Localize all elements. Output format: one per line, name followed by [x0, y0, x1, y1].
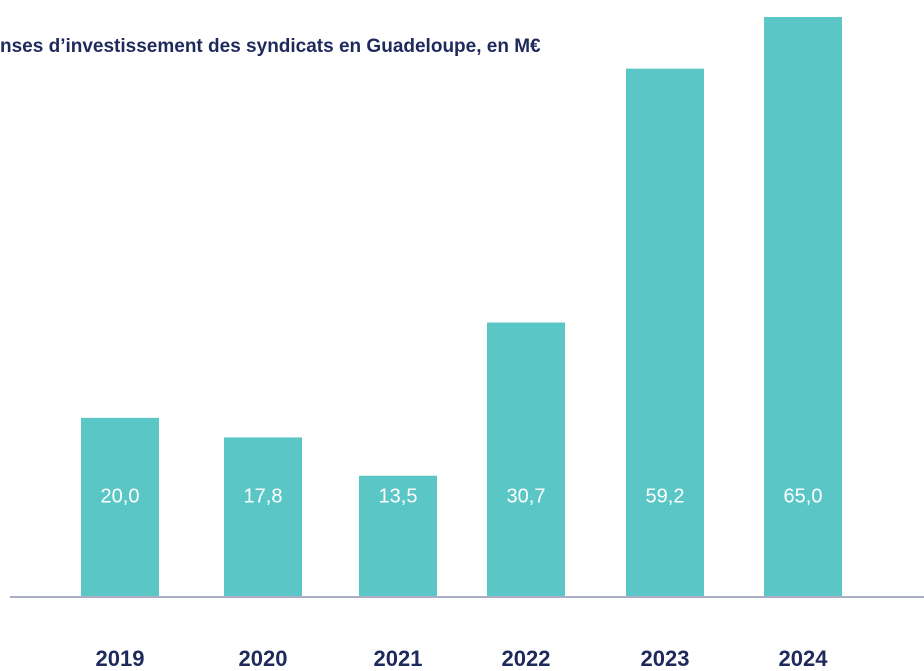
- value-label: 17,8: [244, 485, 283, 507]
- x-tick-label: 2022: [502, 646, 551, 671]
- bar: [487, 322, 565, 596]
- value-label: 65,0: [784, 485, 823, 507]
- bar: [81, 417, 159, 596]
- value-label: 20,0: [101, 485, 140, 507]
- chart-title: nses d’investissement des syndicats en G…: [0, 36, 541, 57]
- x-tick-label: 2021: [374, 646, 423, 671]
- value-label: 30,7: [507, 485, 546, 507]
- value-label: 13,5: [379, 485, 418, 507]
- x-tick-label: 2023: [641, 646, 690, 671]
- bar: [626, 68, 704, 596]
- value-label: 59,2: [646, 485, 685, 507]
- bar: [764, 17, 842, 596]
- bar: [359, 475, 437, 596]
- x-tick-label: 2020: [239, 646, 288, 671]
- x-tick-label: 2024: [779, 646, 829, 671]
- x-tick-label: 2019: [96, 646, 145, 671]
- bar: [224, 437, 302, 596]
